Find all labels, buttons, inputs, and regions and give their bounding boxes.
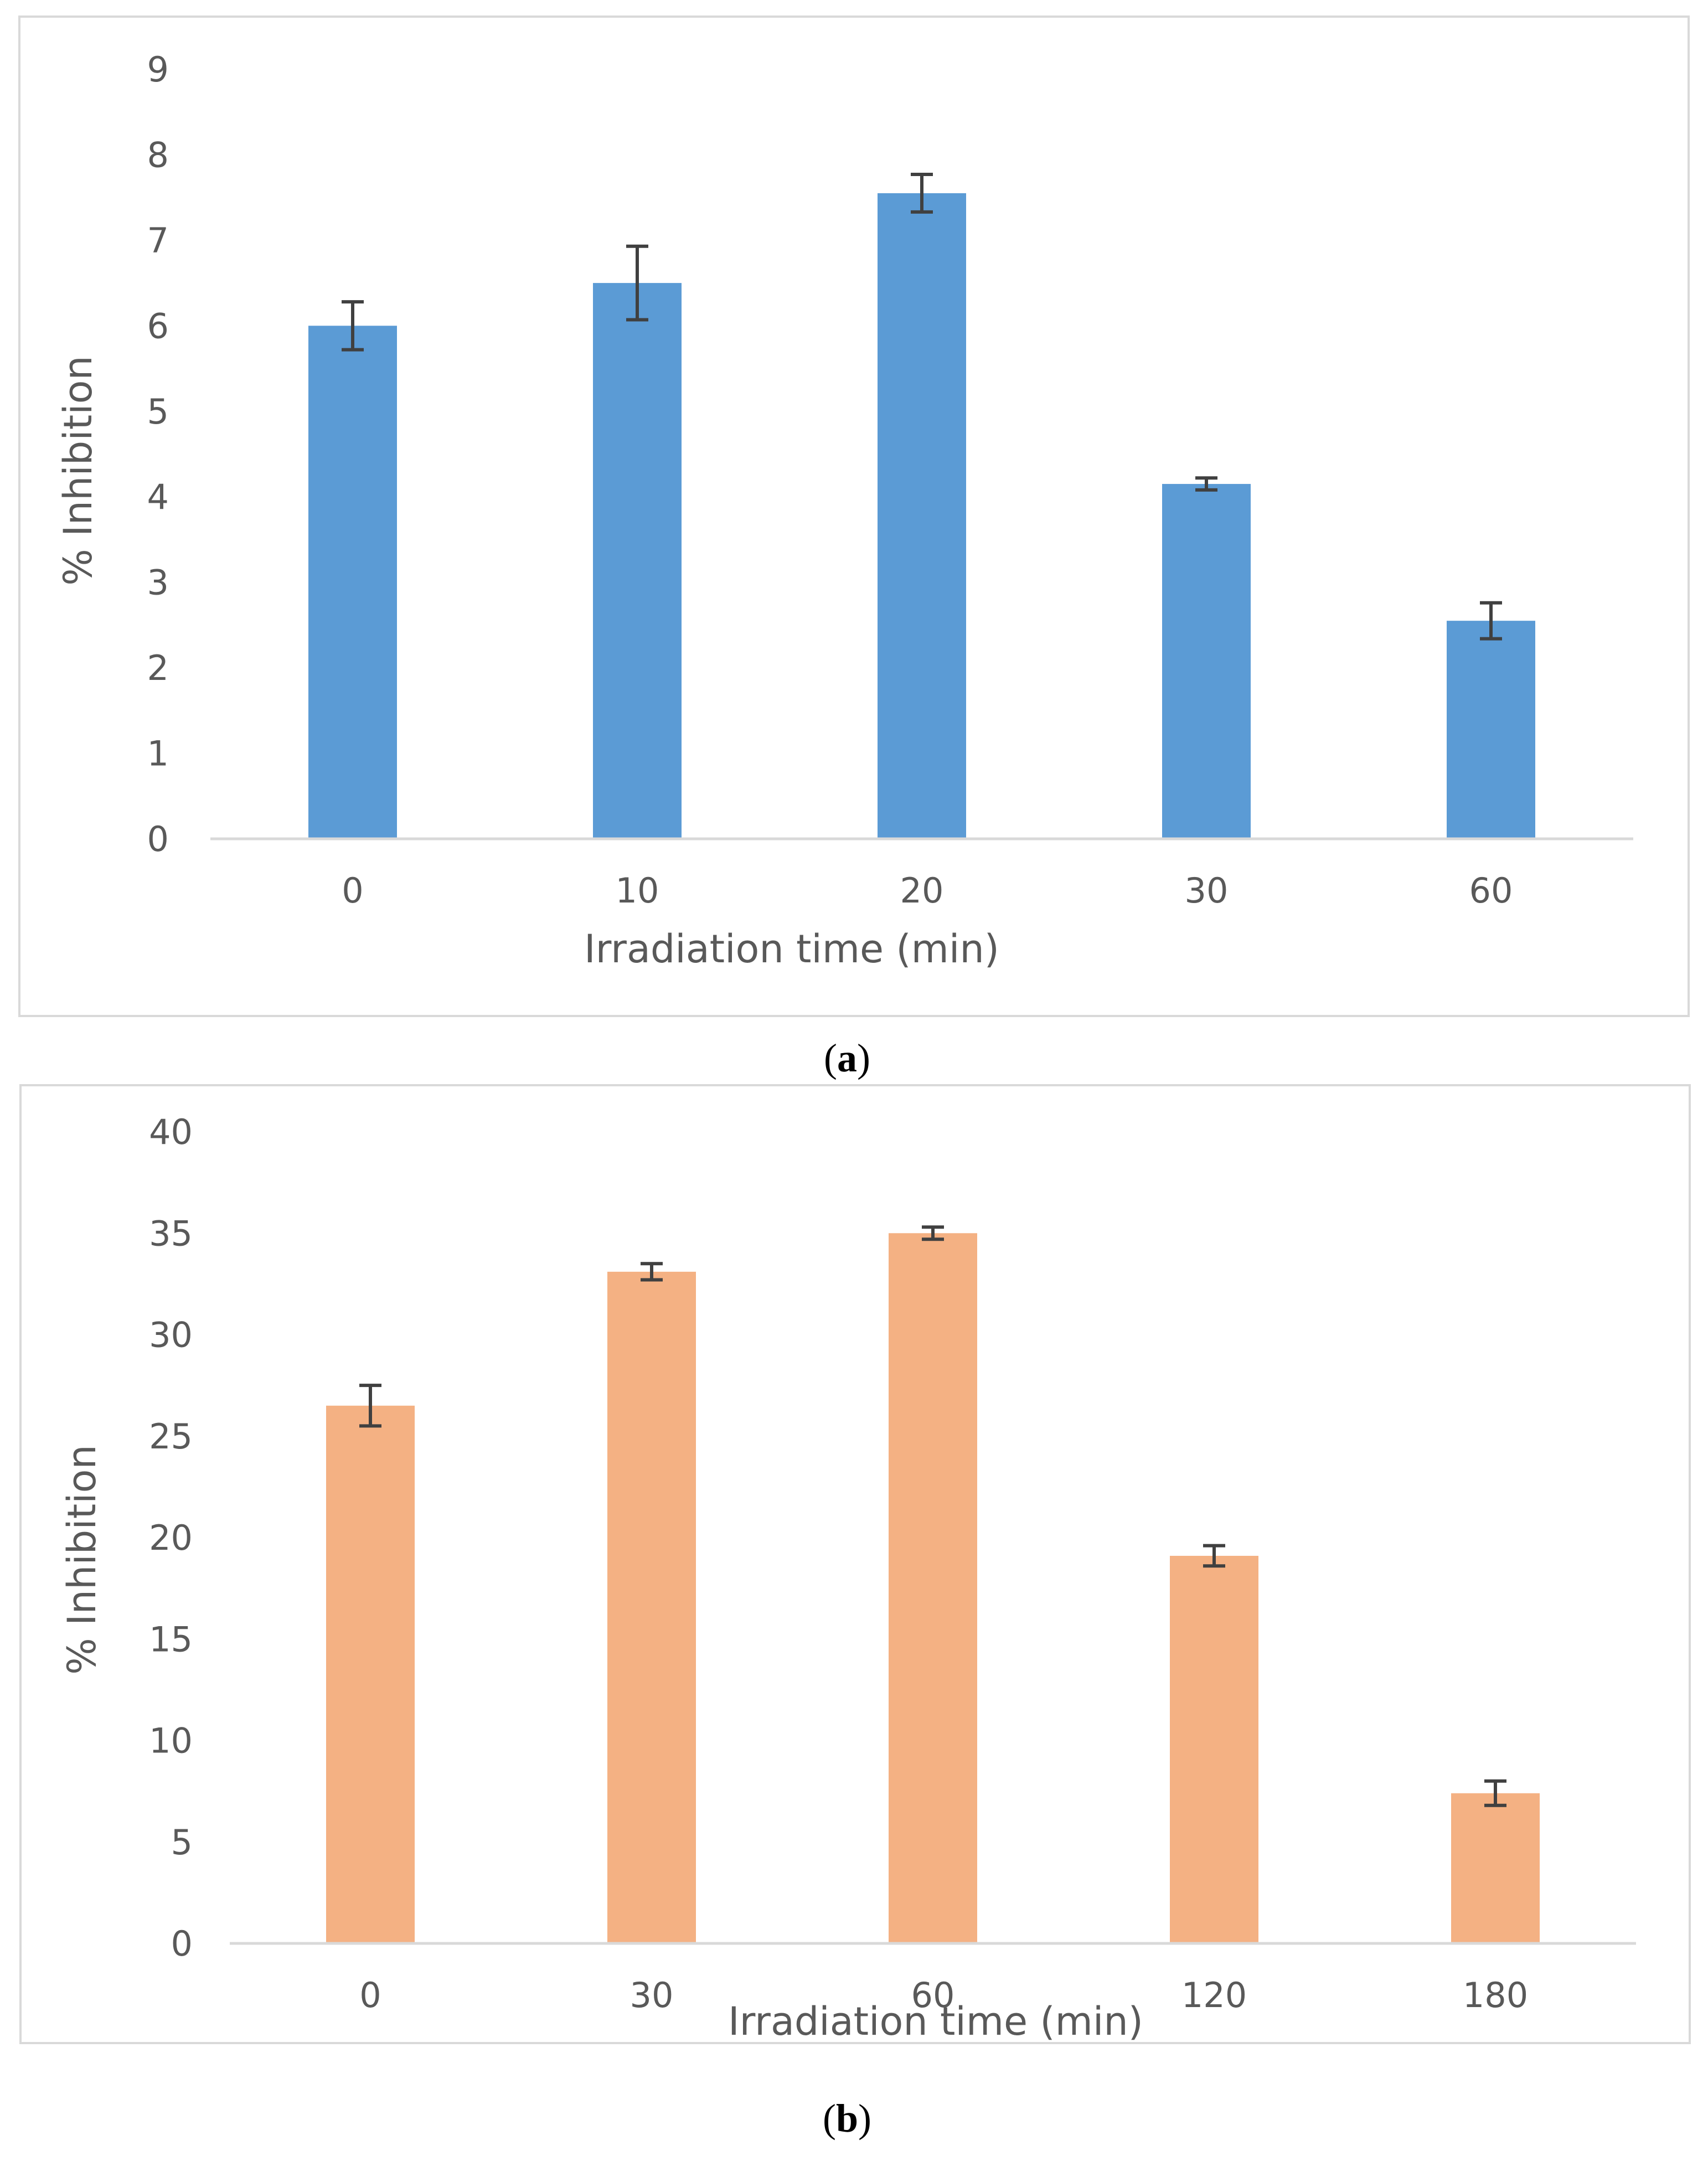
- chart-a-x-tick-label: 10: [616, 870, 659, 911]
- chart-a-y-tick-label: 5: [147, 391, 169, 432]
- chart-b-frame: [19, 1084, 1691, 2044]
- chart-b-y-tick-label: 10: [149, 1721, 193, 1761]
- chart-b-y-tick-label: 15: [149, 1619, 193, 1659]
- caption-b-letter: b: [836, 2096, 858, 2141]
- chart-a-y-tick-label: 1: [147, 734, 169, 774]
- chart-a-y-tick-label: 4: [147, 477, 169, 517]
- chart-b-y-tick-label: 0: [171, 1923, 193, 1964]
- chart-b-error-bar-120: [1203, 1544, 1225, 1568]
- chart-b-bar-0: [326, 1405, 415, 1943]
- chart-a-y-tick-label: 3: [147, 563, 169, 603]
- chart-b-x-tick-label: 180: [1463, 1975, 1528, 2015]
- chart-b-x-tick-label: 0: [359, 1975, 381, 2015]
- chart-panel-a: 0 1 2 3 4 5 6 7 8 9 0 10 20 30 60 Irradiation time (mi…: [0, 0, 1708, 1080]
- chart-a-y-tick-label: 0: [147, 819, 169, 859]
- chart-a-y-axis-title: % Inhibition: [55, 355, 101, 586]
- chart-b-error-bar-0: [359, 1384, 381, 1428]
- chart-a-error-bar-30: [1195, 476, 1217, 492]
- chart-a-error-bar-0: [342, 300, 364, 352]
- chart-b-caption: (b): [823, 2096, 871, 2141]
- chart-a-x-axis-title: Irradiation time (min): [584, 926, 999, 972]
- caption-b-close: ): [858, 2096, 871, 2141]
- chart-b-bar-30: [607, 1271, 696, 1943]
- chart-a-bar-60: [1447, 621, 1535, 839]
- chart-a-caption: (a): [824, 1036, 870, 1080]
- chart-a-y-tick-label: 9: [147, 49, 169, 90]
- chart-a-y-tick-label: 7: [147, 220, 169, 261]
- chart-b: 0 5 10 15 20 25 30 35 40 0 30 60 120 180 Irradiation …: [19, 1084, 1691, 2141]
- chart-a-y-tick-label: 6: [147, 306, 169, 346]
- caption-a-close: ): [857, 1036, 870, 1080]
- chart-b-y-tick-label: 5: [171, 1822, 193, 1863]
- chart-a-bar-20: [878, 193, 966, 839]
- chart-a-error-bar-60: [1480, 601, 1502, 641]
- chart-a-bar-0: [308, 326, 397, 839]
- chart-a-x-tick-label: 30: [1185, 870, 1229, 911]
- chart-a-y-tick-label: 2: [147, 648, 169, 688]
- chart-b-x-tick-label: 60: [911, 1975, 955, 2015]
- chart-a-bar-30: [1162, 484, 1251, 839]
- chart-a-error-bar-10: [626, 244, 648, 322]
- chart-b-y-tick-label: 20: [149, 1518, 193, 1558]
- chart-a-y-tick-label: 8: [147, 135, 169, 175]
- chart-b-y-tick-label: 40: [149, 1112, 193, 1152]
- caption-a-open: (: [824, 1036, 837, 1080]
- chart-b-bar-120: [1170, 1555, 1258, 1943]
- chart-b-y-tick-label: 25: [149, 1416, 193, 1457]
- chart-b-x-axis-title: Irradiation time (min): [728, 1999, 1143, 2044]
- caption-a-letter: a: [837, 1036, 857, 1080]
- chart-a-bar-10: [593, 283, 682, 839]
- chart-b-error-bar-30: [641, 1262, 663, 1282]
- chart-b-x-tick-label: 120: [1181, 1975, 1247, 2015]
- chart-b-error-bar-60: [922, 1225, 944, 1241]
- chart-b-bar-180: [1451, 1793, 1540, 1943]
- chart-b-bar-60: [889, 1233, 977, 1943]
- chart-a-x-tick-label: 0: [342, 870, 363, 911]
- caption-b-open: (: [823, 2096, 836, 2141]
- chart-b-y-tick-label: 35: [149, 1213, 193, 1254]
- chart-a-x-tick-label: 60: [1469, 870, 1513, 911]
- chart-a-frame: [18, 16, 1690, 1017]
- chart-a: 0 1 2 3 4 5 6 7 8 9 0 10 20 30 60 Irradiation time (mi…: [18, 16, 1690, 1080]
- chart-b-y-tick-label: 30: [149, 1315, 193, 1355]
- chart-b-error-bar-180: [1484, 1779, 1506, 1807]
- chart-b-x-tick-label: 30: [630, 1975, 674, 2015]
- chart-a-error-bar-20: [911, 172, 933, 214]
- chart-b-y-axis-title: % Inhibition: [59, 1445, 105, 1675]
- chart-a-x-tick-label: 20: [900, 870, 944, 911]
- chart-panel-b: 0 5 10 15 20 25 30 35 40 0 30 60 120 180 Irradiation …: [0, 1080, 1708, 2161]
